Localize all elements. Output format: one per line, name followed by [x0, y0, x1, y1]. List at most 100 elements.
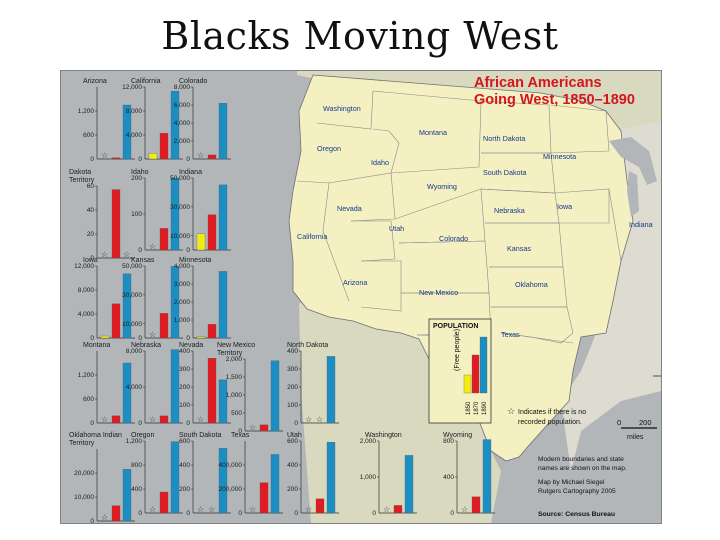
chart-montana-no-data-star-icon-1850: ☆: [101, 415, 108, 424]
chart-title-montana: Montana: [83, 342, 110, 349]
chart-utah-tick-label-2: 600: [287, 438, 298, 445]
star-icon: ☆: [507, 406, 515, 416]
chart-dakota-territory-tick-label-1: 40: [87, 207, 95, 214]
chart-kansas-tick-label-2: 50,000: [122, 263, 142, 270]
chart-utah-bar-1870: [315, 498, 325, 514]
chart-title-colorado: Colorado: [179, 78, 208, 85]
chart-oregon: Oregon 0 400 800 1,200 ☆: [126, 432, 183, 517]
chart-idaho-tick-label-0: 100: [131, 211, 142, 218]
chart-kansas-tick-0: 0: [138, 335, 142, 342]
chart-nebraska: Nebraska 0 4,000 8,000 ☆: [126, 342, 183, 427]
chart-california: California 0 4,000 8,000 12,000: [122, 78, 183, 163]
state-label-colorado: Colorado: [439, 234, 468, 243]
legend-vertical-note: (Free people): [454, 329, 461, 371]
state-label-indiana: Indiana: [629, 220, 653, 229]
state-label-south-dakota: South Dakota: [483, 168, 527, 177]
chart-colorado-bar-1870: [207, 154, 217, 160]
chart-title-nebraska: Nebraska: [131, 342, 161, 349]
chart-texas-tick-label-1: 400,000: [219, 462, 243, 469]
state-label-wyoming: Wyoming: [427, 182, 457, 191]
chart-washington-bar-1890: [404, 455, 414, 514]
chart-new-mexico-territory-tick-0: 0: [238, 428, 242, 435]
chart-north-dakota-no-data-star-icon-1850: ☆: [305, 415, 312, 424]
chart-wyoming-no-data-star-icon-1850: ☆: [461, 505, 468, 514]
state-label-nevada: Nevada: [337, 204, 362, 213]
chart-nebraska-tick-label-1: 8,000: [126, 348, 143, 355]
chart-oregon-tick-label-2: 1,200: [126, 438, 143, 445]
map-title-line2: Going West, 1850–1890: [474, 92, 635, 108]
state-label-oregon: Oregon: [317, 144, 341, 153]
chart-arizona-bar-1890: [122, 104, 132, 160]
chart-texas-tick-label-0: 200,000: [219, 486, 243, 493]
population-legend: POPULATION (Free people) 1850 1870 1890: [428, 318, 492, 424]
chart-north-dakota-tick-label-1: 200: [287, 384, 298, 391]
state-label-oklahoma: Oklahoma: [515, 280, 548, 289]
chart-arizona-tick-0: 0: [90, 156, 94, 163]
chart-minnesota-bar-1870: [207, 324, 217, 339]
chart-nevada: Nevada 0 100 200 300 400 ☆: [179, 342, 231, 427]
chart-dakota-territory-tick-label-0: 20: [87, 231, 95, 238]
chart-minnesota: Minnesota 0 1,000 2,000 3,000 4,000: [174, 257, 231, 342]
chart-colorado-tick-label-1: 4,000: [174, 120, 191, 127]
scale-bar: 0 200 miles: [617, 418, 657, 441]
chart-title-iowa: Iowa: [83, 257, 98, 264]
chart-nebraska-no-data-star-icon-1850: ☆: [149, 415, 156, 424]
chart-oklahoma-indian-territory-bar-1890: [122, 469, 132, 522]
note-author: Map by Michael Siegel: [538, 479, 605, 486]
chart-south-dakota-tick-label-0: 200: [179, 486, 190, 493]
chart-title-north-dakota: North Dakota: [287, 342, 328, 349]
legend-bar-1890: [479, 336, 488, 394]
chart-south-dakota-tick-0: 0: [186, 510, 190, 517]
chart-montana-tick-label-1: 1,200: [78, 372, 95, 379]
legend-title: POPULATION: [433, 323, 478, 330]
note-cartography: Rutgers Cartography 2005: [538, 488, 616, 495]
chart-arizona-tick-label-0: 600: [83, 132, 94, 139]
chart-iowa-bar-1850: [100, 335, 110, 339]
chart-nevada-no-data-star-icon-1850: ☆: [197, 415, 204, 424]
chart-nevada-bar-1870: [207, 358, 217, 424]
chart-kansas: Kansas 0 10,000 30,000 50,000 ☆: [122, 257, 183, 342]
chart-idaho-bar-1870: [159, 228, 169, 251]
slide-title: Blacks Moving West: [161, 14, 559, 58]
star-note: ☆ Indicates if there is no recorded popu…: [507, 406, 586, 426]
chart-south-dakota-tick-label-2: 600: [179, 438, 190, 445]
chart-kansas-tick-label-0: 10,000: [122, 321, 142, 328]
chart-indiana-tick-label-1: 30,000: [170, 204, 190, 211]
chart-idaho-tick-0: 0: [138, 247, 142, 254]
state-label-north-dakota: North Dakota: [483, 134, 525, 143]
chart-nebraska-bar-1890: [170, 349, 180, 424]
scale-unit: miles: [627, 434, 644, 441]
chart-oregon-bar-1870: [159, 491, 169, 514]
chart-colorado-bar-1890: [218, 103, 228, 160]
chart-indiana-tick-label-2: 50,000: [170, 175, 190, 182]
star-note-line2: recorded population.: [518, 419, 582, 426]
chart-texas-bar-1870: [259, 482, 269, 514]
chart-dakota-territory-bar-1870: [111, 189, 121, 259]
scale-zero: 0: [617, 418, 621, 427]
chart-minnesota-tick-label-2: 3,000: [174, 281, 191, 288]
chart-colorado-tick-label-0: 2,000: [174, 138, 191, 145]
chart-wyoming-tick-0: 0: [450, 510, 454, 517]
note-source: Source: Census Bureau: [538, 511, 615, 518]
north-arrow-icon: [653, 375, 661, 377]
chart-arizona-no-data-star-icon-1850: ☆: [101, 151, 108, 160]
chart-indiana-bar-1850: [196, 233, 206, 251]
chart-california-tick-label-2: 12,000: [122, 84, 142, 91]
chart-indiana-bar-1890: [218, 184, 228, 251]
chart-title-idaho: Idaho: [131, 169, 149, 176]
chart-north-dakota: North Dakota 0 100 200 300 400 ☆ ☆: [287, 342, 339, 427]
chart-utah-tick-label-0: 200: [287, 486, 298, 493]
chart-montana-bar-1870: [111, 415, 121, 424]
chart-texas: Texas 0 200,000 400,000 ☆: [219, 432, 283, 517]
chart-oregon-no-data-star-icon-1850: ☆: [149, 505, 156, 514]
chart-washington-tick-label-0: 1,000: [360, 474, 377, 481]
chart-north-dakota-tick-label-0: 100: [287, 402, 298, 409]
chart-minnesota-bar-1890: [218, 271, 228, 339]
chart-north-dakota-no-data-star-icon-1870: ☆: [316, 415, 323, 424]
chart-nebraska-tick-0: 0: [138, 420, 142, 427]
chart-indiana-bar-1870: [207, 214, 217, 251]
state-label-arizona: Arizona: [343, 278, 367, 287]
legend-year-1850: 1850: [466, 401, 472, 415]
chart-nevada-tick-label-3: 400: [179, 348, 190, 355]
